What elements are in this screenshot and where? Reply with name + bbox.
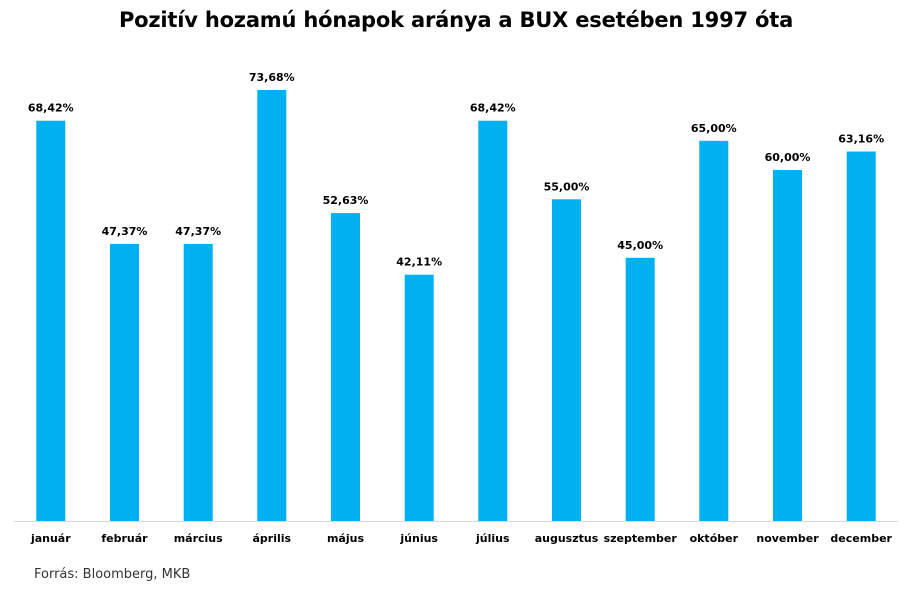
data-label-3: 47,37%	[175, 225, 221, 238]
chart-title: Pozitív hozamú hónapok aránya a BUX eset…	[118, 8, 794, 32]
x-tick-label-6: június	[399, 532, 438, 545]
bar-6	[404, 274, 434, 521]
data-label-2: 47,37%	[102, 225, 148, 238]
x-tick-label-2: február	[101, 532, 148, 545]
x-tick-label-8: augusztus	[535, 532, 599, 545]
x-tick-label-10: október	[690, 532, 739, 545]
x-tick-label-11: november	[756, 532, 819, 545]
bar-12	[846, 151, 876, 521]
source-note: Forrás: Bloomberg, MKB	[34, 567, 191, 582]
data-labels-layer: 68,42% 47,37% 47,37% 73,68% 52,63% 42,11% 68,4…	[28, 71, 884, 269]
bar-5	[331, 213, 360, 521]
data-label-1: 68,42%	[28, 102, 74, 115]
data-label-5: 52,63%	[323, 194, 369, 207]
bar-chart: 68,42% 47,37% 47,37% 73,68% 52,63% 42,11% 68,4…	[14, 71, 898, 545]
x-tick-label-5: május	[327, 532, 364, 545]
bar-11	[773, 170, 802, 521]
x-tick-labels-layer: január február március április május június jú…	[30, 532, 893, 545]
x-tick-label-12: december	[830, 532, 892, 545]
x-tick-label-7: július	[475, 532, 510, 545]
bar-7	[478, 120, 508, 521]
data-label-6: 42,11%	[396, 256, 442, 269]
x-tick-label-1: január	[30, 532, 71, 545]
data-label-10: 65,00%	[691, 122, 737, 135]
data-label-12: 63,16%	[838, 133, 884, 146]
data-label-11: 60,00%	[765, 151, 811, 164]
bars-layer	[36, 90, 876, 522]
x-tick-label-9: szeptember	[604, 532, 678, 545]
data-label-9: 45,00%	[617, 239, 663, 252]
bar-9	[625, 257, 655, 522]
bar-3	[183, 243, 213, 521]
bar-8	[552, 199, 581, 522]
data-label-7: 68,42%	[470, 102, 516, 115]
x-tick-label-4: április	[253, 532, 292, 545]
bar-1	[36, 120, 66, 521]
bar-2	[110, 243, 139, 521]
data-label-4: 73,68%	[249, 71, 295, 84]
x-tick-label-3: március	[174, 532, 223, 545]
bar-10	[699, 140, 729, 522]
bar-4	[257, 90, 287, 521]
data-label-8: 55,00%	[544, 180, 590, 193]
